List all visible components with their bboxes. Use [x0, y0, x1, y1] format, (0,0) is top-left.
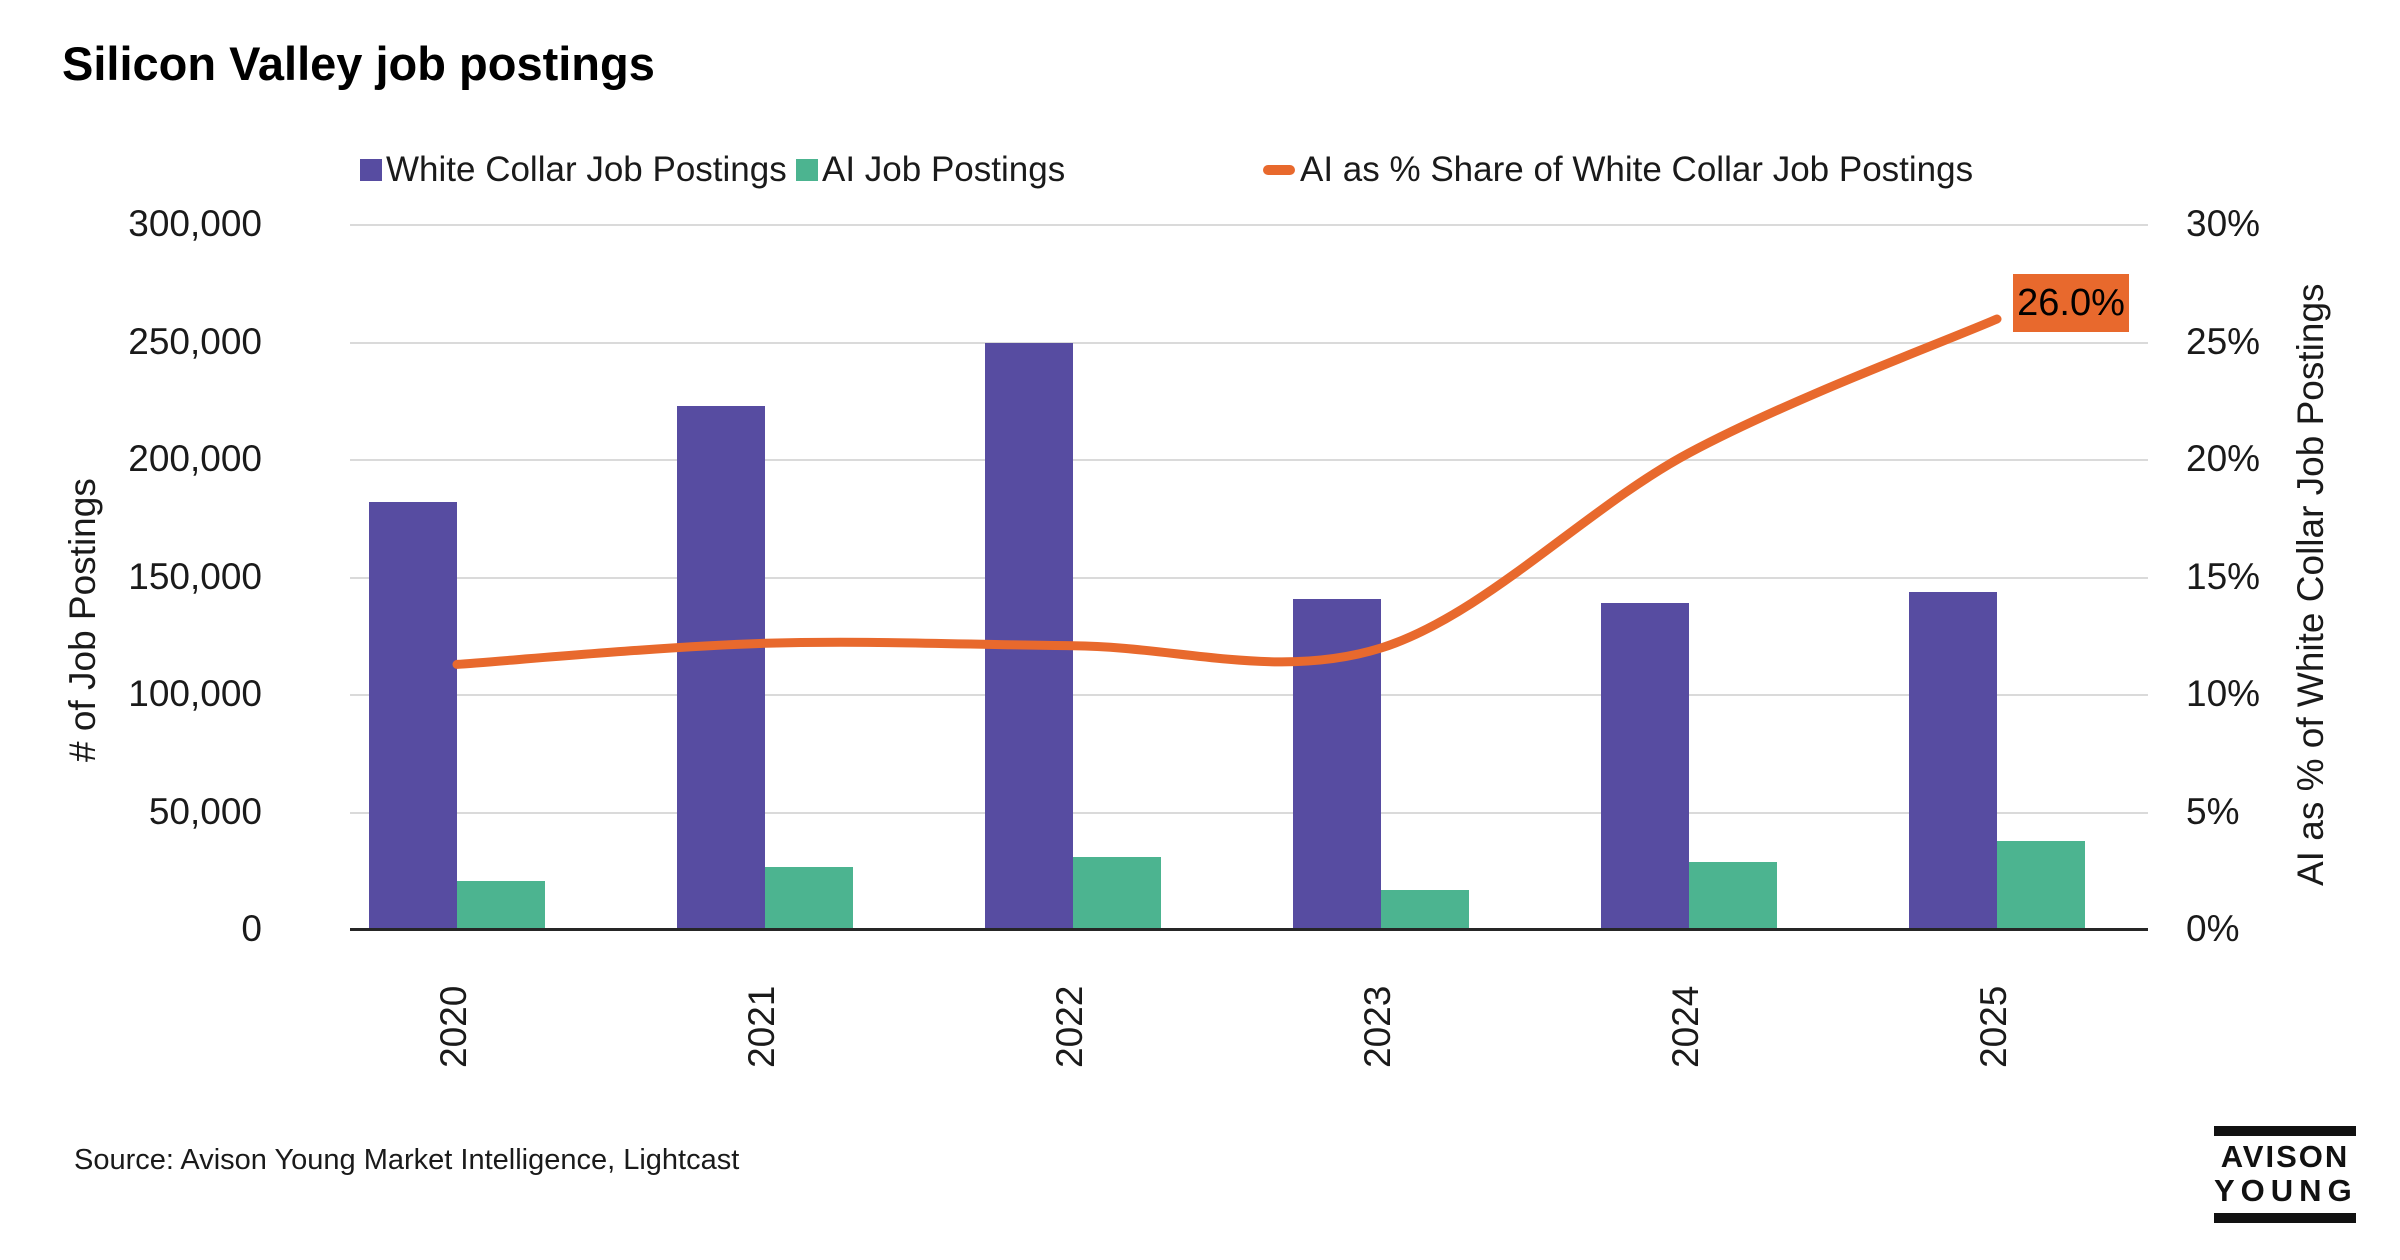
- bar-white-collar-2025: [1909, 591, 1997, 930]
- share-line-swatch-icon: [1263, 165, 1295, 175]
- right-axis-tick: 10%: [2186, 673, 2261, 714]
- left-axis-tick: 250,000: [128, 320, 262, 362]
- legend-item-white-collar: White Collar Job Postings: [360, 150, 787, 190]
- right-axis-tick: 25%: [2186, 320, 2261, 362]
- bar-ai-2024: [1689, 861, 1777, 930]
- logo-line2: YOUNG: [2214, 1173, 2358, 1208]
- ai-swatch-icon: [796, 159, 818, 181]
- x-axis-label-2020: 2020: [433, 985, 474, 1068]
- left-axis-tick: 300,000: [128, 203, 262, 244]
- bar-ai-2022: [1073, 857, 1161, 930]
- logo-line1: AVISON: [2220, 1139, 2350, 1174]
- x-axis-label-2023: 2023: [1357, 985, 1398, 1068]
- bar-ai-2021: [765, 866, 853, 930]
- left-axis-tick: 150,000: [128, 555, 262, 597]
- legend-item-ai: AI Job Postings: [796, 150, 1065, 190]
- bar-white-collar-2021: [677, 406, 765, 930]
- share-line-chart: [452, 314, 2002, 669]
- gridline: [350, 459, 2148, 461]
- left-axis-tick: 50,000: [148, 790, 262, 832]
- bar-ai-2020: [457, 880, 545, 930]
- legend-label: White Collar Job Postings: [386, 150, 787, 189]
- gridline: [350, 341, 2148, 344]
- source-note: Source: Avison Young Market Intelligence…: [74, 1144, 740, 1176]
- bar-ai-2025: [1997, 840, 2085, 930]
- right-axis-tick: 0%: [2186, 908, 2240, 949]
- gridline: [350, 224, 2148, 226]
- left-axis-tick: 100,000: [128, 673, 262, 714]
- bar-white-collar-2022: [985, 342, 1073, 930]
- x-axis-label-2022: 2022: [1049, 985, 1090, 1068]
- x-axis-label-2021: 2021: [741, 985, 782, 1068]
- share-line-path: [452, 314, 2002, 669]
- x-axis-line: [350, 928, 2148, 931]
- legend-label: AI Job Postings: [822, 150, 1066, 189]
- right-axis-tick: 30%: [2186, 203, 2261, 244]
- logo-bottom-bar: [2214, 1213, 2356, 1223]
- gridline: [350, 811, 2148, 814]
- white-collar-swatch-icon: [360, 159, 382, 181]
- bar-white-collar-2020: [369, 502, 457, 930]
- left-axis-tick: 200,000: [128, 438, 262, 479]
- plot-area: [350, 224, 2148, 931]
- avison-young-logo: AVISON YOUNG: [2214, 1126, 2356, 1223]
- right-axis-title: AI as % of White Collar Job Postings: [2290, 283, 2331, 887]
- right-axis-tick: 20%: [2186, 438, 2261, 479]
- x-axis-label-2024: 2024: [1665, 985, 1706, 1068]
- logo-top-bar: [2214, 1126, 2356, 1136]
- bar-white-collar-2024: [1601, 603, 1689, 930]
- right-axis-tick: 15%: [2186, 555, 2261, 597]
- gridline: [350, 576, 2148, 579]
- page-title: Silicon Valley job postings: [62, 37, 655, 90]
- x-axis-label-2025: 2025: [1973, 985, 2014, 1068]
- left-axis-tick: 0: [241, 908, 262, 949]
- right-axis-tick: 5%: [2186, 790, 2240, 832]
- bar-ai-2023: [1381, 890, 1469, 930]
- gridline: [350, 694, 2148, 696]
- legend-label: AI as % Share of White Collar Job Postin…: [1300, 150, 1974, 189]
- share-value-callout: 26.0%: [2013, 274, 2129, 332]
- left-axis-title: # of Job Postings: [62, 478, 103, 762]
- legend-item-share: AI as % Share of White Collar Job Postin…: [1263, 150, 1973, 190]
